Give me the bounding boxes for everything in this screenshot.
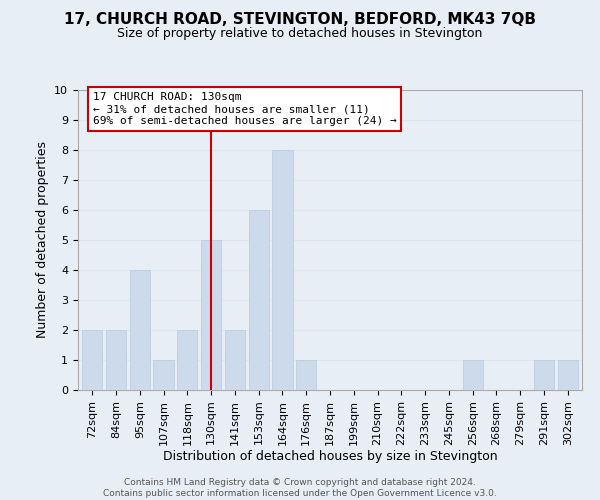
Y-axis label: Number of detached properties: Number of detached properties — [36, 142, 49, 338]
Text: 17 CHURCH ROAD: 130sqm
← 31% of detached houses are smaller (11)
69% of semi-det: 17 CHURCH ROAD: 130sqm ← 31% of detached… — [93, 92, 397, 126]
Bar — [130, 270, 150, 390]
Bar — [534, 360, 554, 390]
X-axis label: Distribution of detached houses by size in Stevington: Distribution of detached houses by size … — [163, 450, 497, 464]
Bar — [225, 330, 245, 390]
Bar — [296, 360, 316, 390]
Bar — [82, 330, 103, 390]
Bar — [272, 150, 293, 390]
Bar — [154, 360, 173, 390]
Text: Contains HM Land Registry data © Crown copyright and database right 2024.
Contai: Contains HM Land Registry data © Crown c… — [103, 478, 497, 498]
Bar — [106, 330, 126, 390]
Bar — [201, 240, 221, 390]
Bar — [248, 210, 269, 390]
Text: Size of property relative to detached houses in Stevington: Size of property relative to detached ho… — [118, 28, 482, 40]
Text: 17, CHURCH ROAD, STEVINGTON, BEDFORD, MK43 7QB: 17, CHURCH ROAD, STEVINGTON, BEDFORD, MK… — [64, 12, 536, 28]
Bar — [463, 360, 483, 390]
Bar — [177, 330, 197, 390]
Bar — [557, 360, 578, 390]
